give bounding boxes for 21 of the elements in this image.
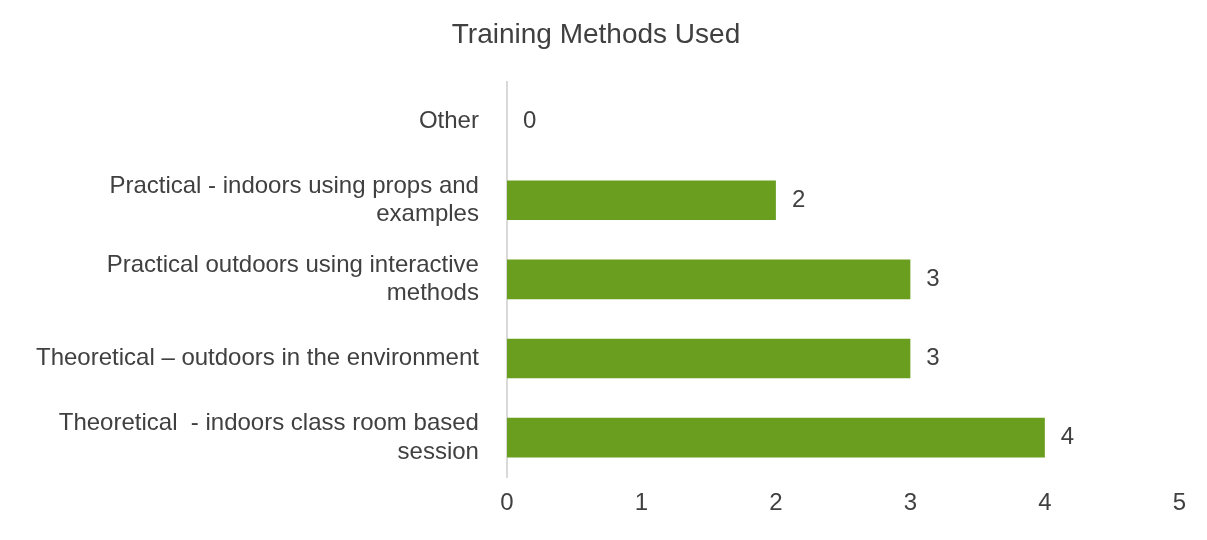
data-label: 3 — [926, 343, 940, 371]
x-tick-label: 4 — [1038, 488, 1052, 516]
y-tick-label: Practical - indoors using props and examples — [109, 170, 479, 227]
data-label: 0 — [522, 105, 537, 133]
x-tick-label: 3 — [903, 488, 918, 516]
bar — [506, 180, 776, 221]
data-label: 4 — [1060, 422, 1075, 450]
y-tick-label: Theoretical - indoors class room based session — [58, 407, 479, 464]
bar — [506, 417, 1045, 458]
y-tick-label: Theoretical – outdoors in the environment — [36, 343, 480, 371]
y-tick-label: Other — [418, 105, 479, 133]
y-tick-label: Practical outdoors using interactive methods — [106, 249, 479, 306]
bar — [506, 338, 911, 379]
bar — [506, 259, 911, 300]
chart-title: Training Methods Used — [451, 17, 741, 49]
x-tick-label: 0 — [500, 488, 514, 516]
x-tick-label: 5 — [1172, 488, 1187, 516]
x-tick-label: 2 — [769, 488, 783, 516]
data-label: 2 — [791, 184, 806, 212]
x-tick-label: 1 — [634, 488, 649, 516]
data-label: 3 — [926, 264, 940, 292]
